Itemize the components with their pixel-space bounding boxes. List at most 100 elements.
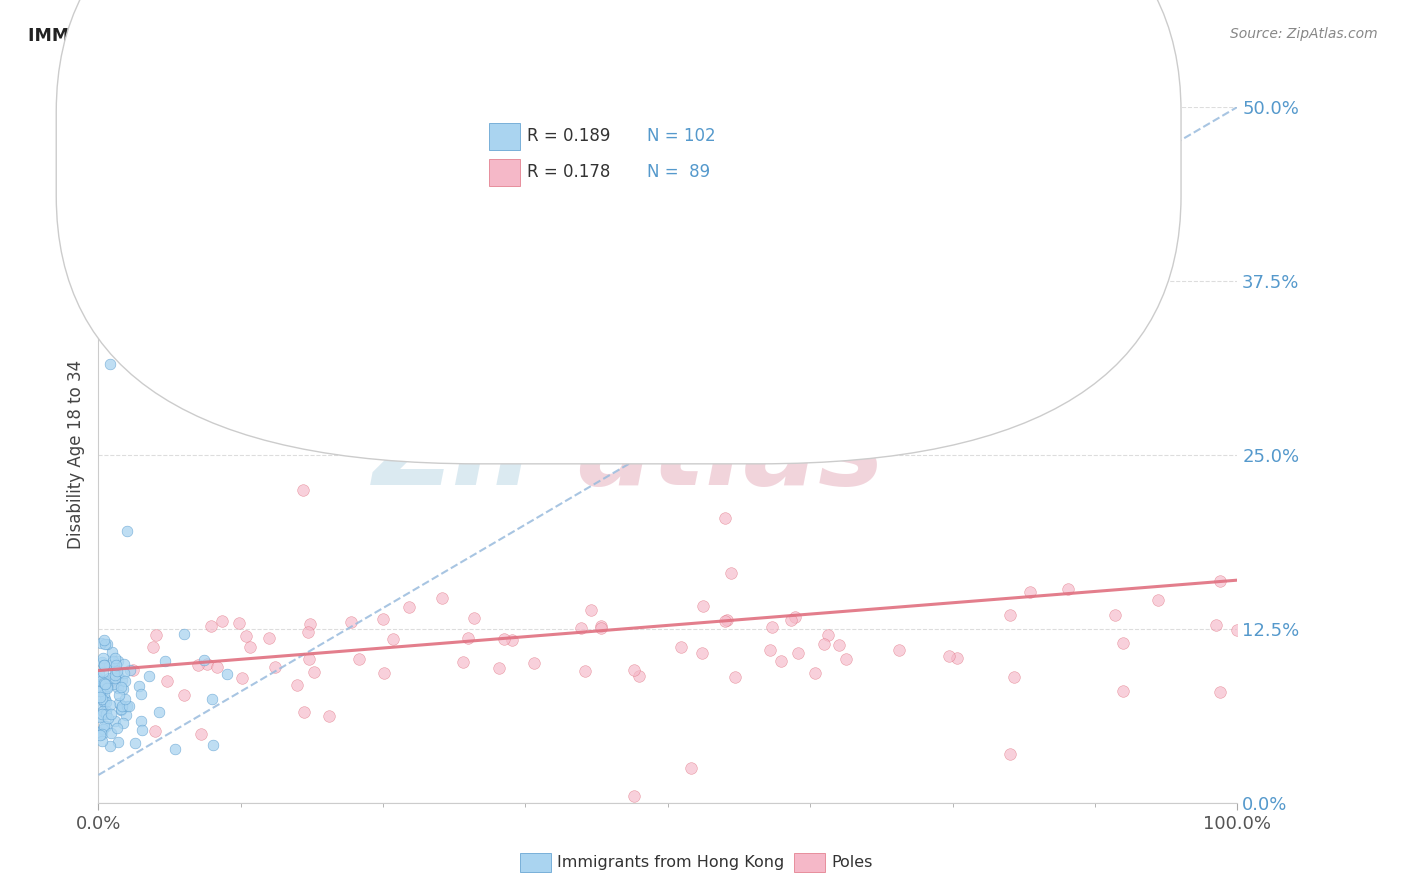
Point [93, 676, 115, 690]
Point [110, 681, 132, 695]
Point [118, 698, 141, 713]
Point [98, 698, 121, 712]
Point [716, 613, 738, 627]
Point [96, 680, 118, 694]
Text: R = 0.189: R = 0.189 [527, 127, 610, 145]
Point [318, 709, 340, 723]
Point [173, 627, 195, 641]
Point [128, 679, 150, 693]
Point [94, 692, 117, 706]
Point [579, 603, 602, 617]
Point [671, 640, 693, 655]
Point [1056, 582, 1078, 596]
Point [111, 673, 134, 687]
Point [381, 632, 404, 647]
Point [98, 358, 121, 372]
Point [998, 747, 1021, 761]
Point [373, 665, 395, 680]
Point [804, 666, 827, 681]
Point [96, 679, 118, 693]
Point [1205, 618, 1227, 632]
Point [100, 706, 122, 721]
Point [98, 673, 121, 688]
Point [93, 687, 115, 701]
Point [591, 619, 613, 633]
Point [235, 629, 257, 643]
Point [299, 616, 322, 631]
Point [93, 657, 115, 672]
Point [285, 678, 308, 692]
Point [89, 684, 111, 698]
Point [87, 724, 110, 739]
Point [96, 637, 118, 651]
Point [211, 614, 233, 628]
Point [889, 643, 911, 657]
Point [623, 406, 645, 420]
Point [153, 654, 176, 668]
Point [714, 510, 737, 524]
Point [828, 638, 851, 652]
Point [1209, 685, 1232, 699]
Point [239, 640, 262, 654]
Point [110, 702, 132, 716]
Point [259, 631, 281, 645]
Point [114, 692, 136, 706]
Text: IMMIGRANTS FROM HONG KONG VS POLISH DISABILITY AGE 18 TO 34 CORRELATION CHART: IMMIGRANTS FROM HONG KONG VS POLISH DISA… [28, 27, 925, 45]
Point [91, 665, 114, 679]
Point [89, 690, 111, 704]
Point [998, 608, 1021, 623]
Point [1226, 623, 1249, 637]
Point [488, 661, 510, 675]
Point [93, 674, 115, 689]
Y-axis label: Disability Age 18 to 34: Disability Age 18 to 34 [66, 360, 84, 549]
Point [173, 688, 195, 702]
Point [569, 621, 592, 635]
Point [93, 674, 115, 689]
Point [761, 619, 783, 633]
Point [103, 668, 125, 682]
Point [108, 688, 131, 702]
Point [104, 658, 127, 673]
Point [90, 727, 112, 741]
Point [104, 664, 127, 678]
Point [623, 663, 645, 677]
Point [87, 671, 110, 685]
Point [217, 666, 239, 681]
Point [302, 665, 325, 679]
Point [187, 658, 209, 673]
Text: ZIP: ZIP [373, 401, 576, 508]
Point [501, 632, 523, 647]
Point [628, 669, 651, 683]
Point [780, 614, 803, 628]
Point [107, 735, 129, 749]
Point [228, 616, 250, 631]
Point [96, 707, 118, 722]
Point [1002, 670, 1025, 684]
Point [769, 654, 792, 668]
Point [451, 656, 474, 670]
Point [94, 695, 117, 709]
Point [107, 664, 129, 678]
Point [692, 599, 714, 613]
Text: N =  89: N = 89 [647, 163, 710, 181]
Point [835, 652, 858, 666]
Point [1146, 593, 1168, 607]
Point [1112, 635, 1135, 649]
Point [111, 700, 134, 714]
Point [91, 684, 114, 698]
Point [142, 640, 165, 655]
Point [190, 726, 212, 740]
Point [813, 637, 835, 651]
Point [148, 706, 170, 720]
Point [112, 665, 135, 680]
Point [145, 628, 167, 642]
Point [200, 619, 222, 633]
Point [457, 631, 479, 645]
Point [205, 659, 228, 673]
Point [714, 614, 737, 628]
Text: Poles: Poles [831, 855, 872, 870]
Point [347, 652, 370, 666]
Point [371, 612, 394, 626]
Point [817, 628, 839, 642]
Point [297, 624, 319, 639]
